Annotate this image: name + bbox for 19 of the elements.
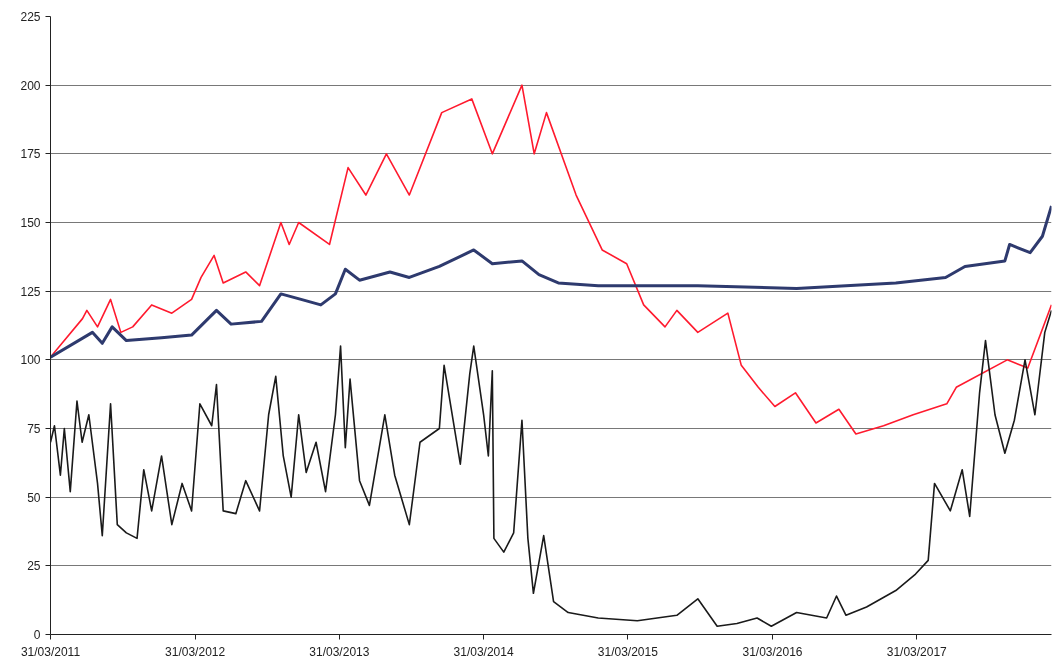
x-tick-label: 31/03/2017 <box>886 644 948 659</box>
line-series <box>50 84 1052 435</box>
x-tick-label: 31/03/2012 <box>165 644 226 659</box>
y-tick-label: 175 <box>20 147 41 162</box>
x-tick-label: 31/03/2014 <box>453 644 514 659</box>
y-tick-label: 0 <box>33 628 41 642</box>
x-tick-label: 31/03/2011 <box>20 644 81 659</box>
y-tick-label: 125 <box>20 284 41 299</box>
y-tick-label: 200 <box>20 78 41 93</box>
y-tick-label: 100 <box>20 353 41 368</box>
y-tick-label: 50 <box>27 490 41 505</box>
x-tick-label: 31/03/2016 <box>742 644 803 659</box>
x-tick-label: 31/03/2015 <box>597 644 659 659</box>
y-tick-label: 25 <box>27 559 41 574</box>
y-tick-label: 225 <box>20 10 41 24</box>
y-tick-label: 150 <box>20 216 41 230</box>
x-tick-label: 31/03/2013 <box>309 644 370 659</box>
line-series <box>50 204 1052 359</box>
y-tick-label: 75 <box>27 422 41 436</box>
